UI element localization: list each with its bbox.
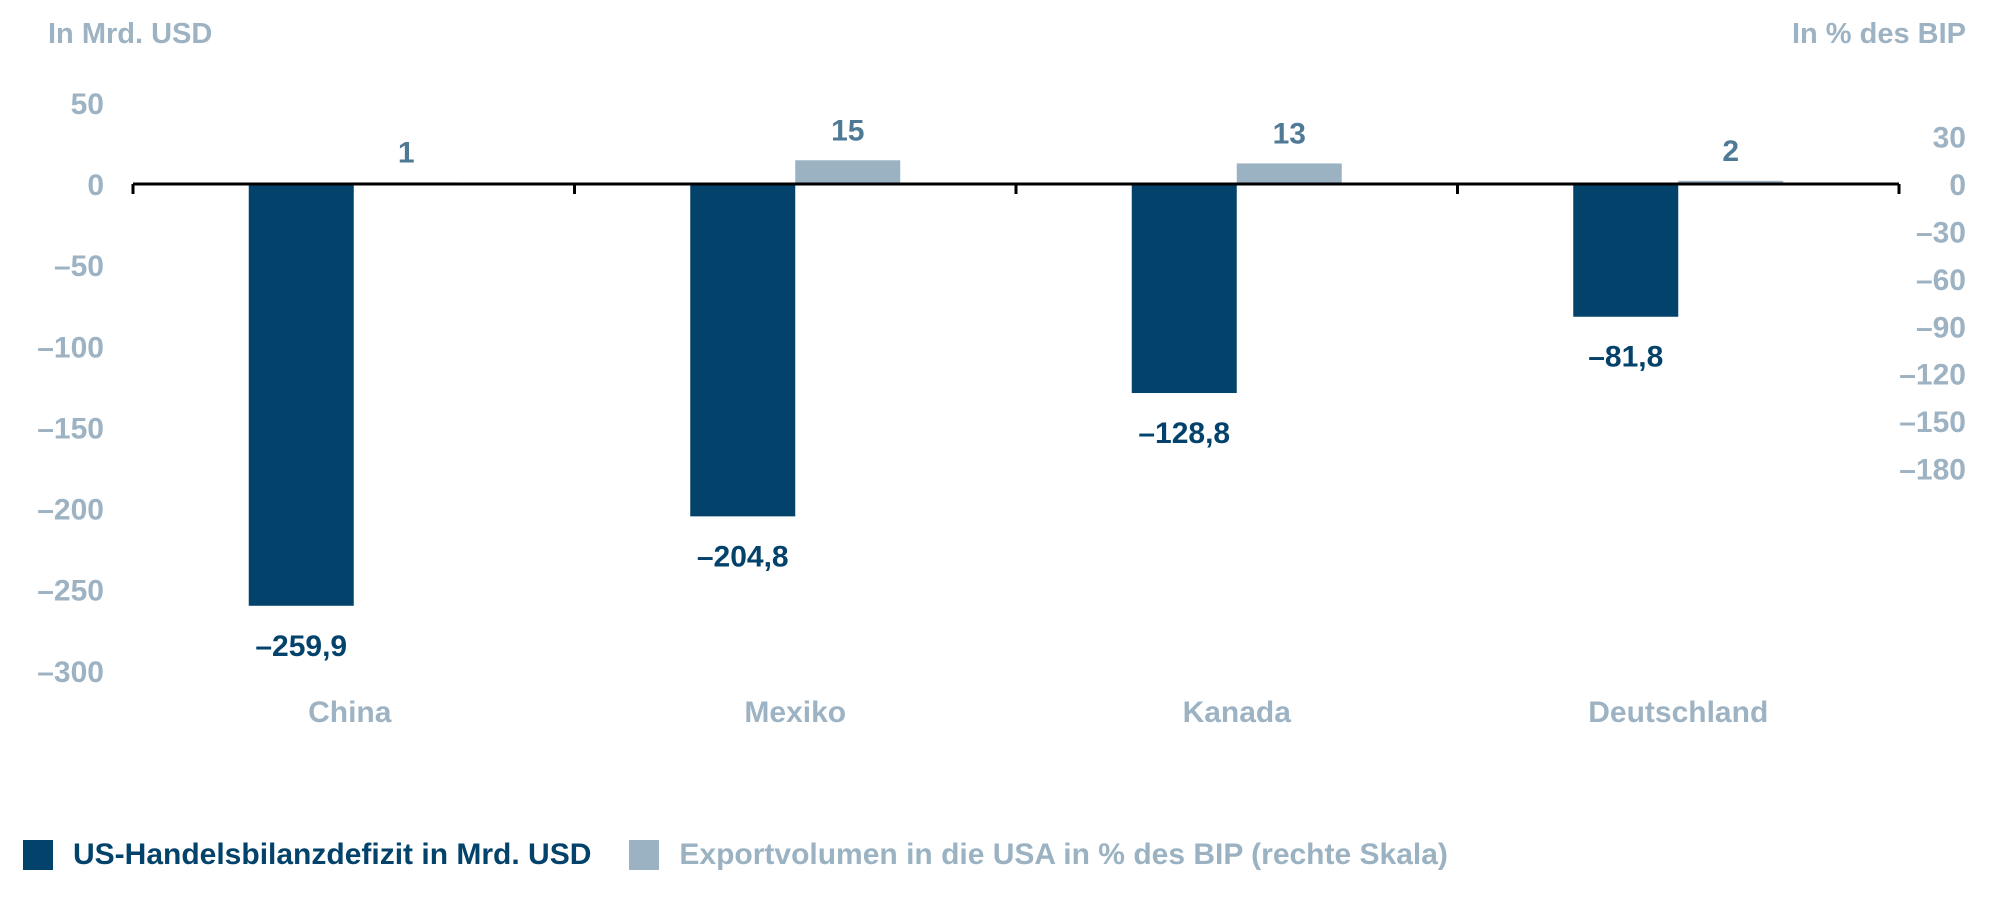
left-tick-label: –150 [37,412,104,445]
value-label-export: 15 [831,114,864,147]
right-tick-label: –90 [1916,311,1966,344]
left-tick-label: 0 [87,169,104,202]
bar-export [1236,163,1342,184]
left-tick-label: –200 [37,494,104,527]
bar-deficit [690,184,796,517]
value-label-export: 1 [398,136,415,169]
category-label: China [308,696,392,729]
value-label-deficit: –128,8 [1138,417,1230,450]
legend-item-export: Exportvolumen in die USA in % des BIP (r… [629,838,1448,872]
bar-export [795,160,901,184]
right-tick-label: 30 [1933,122,1966,155]
value-label-deficit: –81,8 [1588,341,1663,374]
right-tick-label: –120 [1899,359,1966,392]
legend-label-export: Exportvolumen in die USA in % des BIP (r… [679,838,1448,871]
legend-swatch-export [629,840,660,870]
right-tick-label: 0 [1949,169,1966,202]
legend: US-Handelsbilanzdefizit in Mrd. USD Expo… [23,838,1486,872]
value-label-deficit: –204,8 [697,540,789,573]
left-tick-label: 50 [71,88,104,121]
right-axis-title: In % des BIP [1791,18,1966,50]
value-label-deficit: –259,9 [255,630,347,663]
legend-label-deficit: US-Handelsbilanzdefizit in Mrd. USD [73,838,592,871]
bar-deficit [1573,184,1679,317]
category-label: Mexiko [744,696,846,729]
right-tick-label: –60 [1916,264,1966,297]
category-label: Deutschland [1588,696,1768,729]
bar-deficit [1131,184,1237,394]
bar-deficit [248,184,354,606]
bar-export [1678,180,1784,184]
value-label-export: 2 [1722,135,1739,168]
left-tick-label: –50 [54,250,104,283]
right-tick-label: –30 [1916,216,1966,249]
left-tick-label: –250 [37,575,104,608]
left-tick-label: –300 [37,656,104,689]
legend-swatch-deficit [23,840,53,870]
legend-item-deficit: US-Handelsbilanzdefizit in Mrd. USD [23,838,591,872]
right-tick-label: –180 [1899,454,1966,487]
value-label-export: 13 [1273,117,1306,150]
right-tick-label: –150 [1899,406,1966,439]
left-tick-label: –100 [37,331,104,364]
left-axis-title: In Mrd. USD [48,18,213,50]
category-label: Kanada [1183,696,1292,729]
